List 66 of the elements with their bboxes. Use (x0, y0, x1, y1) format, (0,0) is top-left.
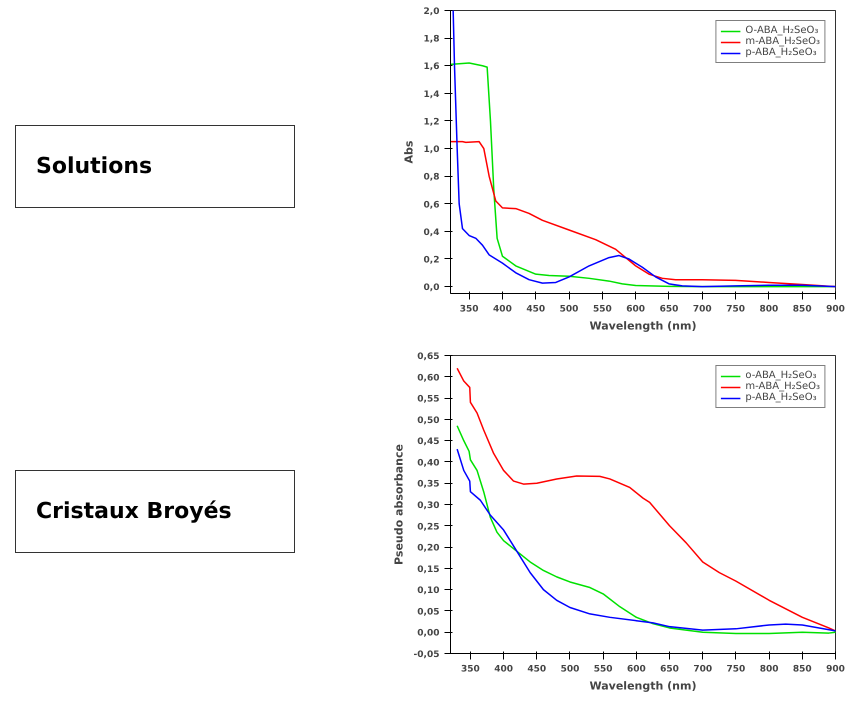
legend-label: p-ABA_H₂SeO₃ (745, 392, 817, 403)
text: Cristaux Broyés (15, 470, 295, 554)
y-tick-label: 0,40 (417, 458, 440, 468)
x-tick-label: 850 (792, 304, 812, 314)
y-tick-label: 0,0 (424, 283, 440, 294)
line-series (452, 10, 836, 288)
x-tick-label: 650 (660, 664, 679, 674)
y-tick-label: 0,4 (424, 228, 440, 238)
y-tick-label: 0,6 (424, 200, 440, 210)
x-tick-label: 750 (726, 664, 746, 674)
y-tick-label: 0,2 (424, 255, 440, 266)
x-tick-label: 750 (726, 304, 745, 314)
line-series (450, 140, 836, 288)
y-tick-label: 0,50 (417, 416, 440, 426)
x-tick-label: 500 (560, 664, 580, 674)
legend-label: p-ABA_H₂SeO₃ (745, 47, 817, 58)
y-tick-label: 0,8 (424, 172, 440, 183)
y-tick-label: 0,45 (417, 437, 440, 448)
y-tick-label: 0,20 (417, 544, 440, 554)
x-tick-label: 400 (494, 664, 514, 674)
x-tick-label: 450 (527, 664, 546, 674)
x-tick-label: 650 (660, 304, 678, 314)
legend-label: O-ABA_H₂SeO₃ (745, 25, 818, 36)
y-tick-label: 0,35 (417, 480, 440, 490)
y-tick-label: 0,30 (417, 501, 440, 511)
text: Solutions (15, 125, 295, 208)
y-tick-label: 0,25 (417, 522, 440, 532)
y-tick-label: 0,55 (417, 394, 440, 405)
x-axis-title: Wavelength (nm) (590, 320, 696, 332)
x-tick-label: 700 (692, 304, 712, 314)
y-axis-title: Pseudo absorbance (392, 444, 406, 565)
y-tick-label: 1,8 (424, 34, 440, 45)
y-tick-label: 1,4 (424, 90, 440, 100)
y-tick-label: 1,0 (424, 145, 440, 156)
x-tick-label: 600 (626, 304, 646, 314)
y-tick-label: 0,60 (417, 373, 440, 384)
line-series (450, 62, 836, 288)
x-tick-label: 500 (560, 304, 578, 314)
legend-label: m-ABA_H₂SeO₃ (745, 381, 820, 392)
x-tick-label: 850 (792, 664, 812, 674)
x-axis-title: Wavelength (nm) (590, 680, 696, 692)
x-tick-label: 350 (460, 304, 479, 314)
y-tick-label: 1,2 (424, 117, 440, 128)
x-tick-label: 350 (461, 664, 480, 674)
y-tick-label: -0,05 (414, 650, 440, 660)
line-series (456, 368, 836, 632)
y-tick-label: 0,05 (417, 607, 440, 618)
x-tick-label: 800 (760, 664, 779, 674)
x-tick-label: 550 (592, 304, 612, 314)
y-tick-label: 0,10 (417, 586, 440, 596)
x-tick-label: 700 (693, 664, 712, 674)
x-tick-label: 550 (594, 664, 613, 674)
y-tick-label: 0,65 (417, 352, 440, 362)
y-axis-title: Abs (402, 140, 416, 164)
legend-label: o-ABA_H₂SeO₃ (745, 370, 817, 381)
legend-label: m-ABA_H₂SeO₃ (745, 36, 820, 47)
x-tick-label: 900 (826, 664, 845, 674)
x-tick-label: 450 (526, 304, 546, 314)
y-tick-label: 1,6 (424, 62, 440, 72)
x-tick-label: 800 (760, 304, 778, 314)
x-tick-label: 900 (826, 304, 845, 314)
x-tick-label: 600 (626, 664, 646, 674)
y-tick-label: 2,0 (424, 7, 440, 17)
y-tick-label: 0,00 (417, 628, 440, 639)
x-tick-label: 400 (493, 304, 512, 314)
y-tick-label: 0,15 (417, 564, 440, 575)
